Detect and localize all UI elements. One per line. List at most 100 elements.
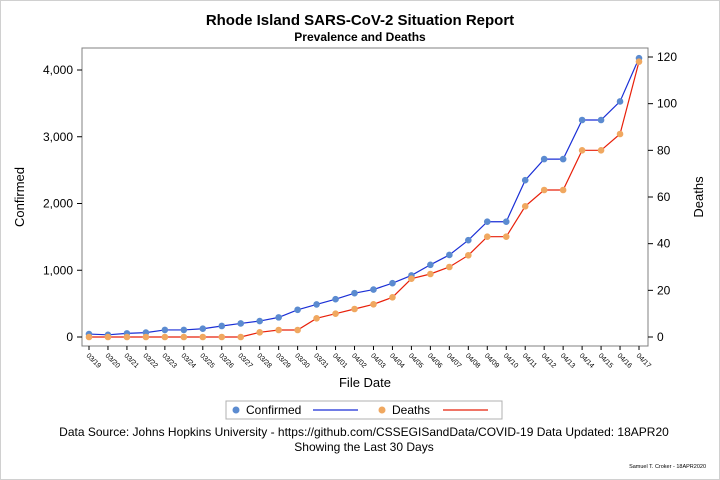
x-tick-label: 04/01 (331, 352, 348, 369)
x-tick-label: 04/14 (578, 352, 595, 369)
data-point-deaths (332, 310, 339, 317)
x-tick-label: 04/11 (521, 352, 538, 369)
right-tick-label: 40 (657, 237, 671, 251)
data-point-deaths (161, 333, 169, 341)
data-point-confirmed (465, 236, 472, 244)
legend-label-deaths: Deaths (392, 403, 430, 417)
x-tick-label: 04/12 (540, 352, 557, 369)
right-tick-label: 80 (657, 143, 671, 157)
left-tick-label: 4,000 (43, 63, 73, 77)
series-confirmed (85, 54, 643, 339)
data-point-confirmed (446, 251, 453, 259)
right-tick-label: 0 (657, 330, 664, 344)
data-point-confirmed (559, 155, 567, 163)
data-point-deaths (142, 333, 150, 341)
data-point-confirmed (218, 322, 226, 330)
data-point-deaths (559, 186, 567, 194)
data-point-confirmed (199, 325, 207, 333)
footnote-range: Showing the Last 30 Days (294, 440, 433, 454)
data-point-deaths (616, 130, 624, 138)
data-point-confirmed (256, 317, 263, 325)
data-point-confirmed (161, 326, 169, 334)
data-point-confirmed (389, 279, 396, 287)
x-tick-label: 03/30 (293, 352, 310, 369)
x-tick-label: 04/10 (502, 352, 519, 369)
chart-subtitle: Prevalence and Deaths (294, 30, 426, 44)
data-point-confirmed (616, 98, 624, 105)
data-point-deaths (446, 263, 453, 271)
series-layer (85, 54, 643, 341)
x-tick-label: 03/20 (104, 352, 121, 369)
x-tick-label: 03/29 (274, 352, 291, 369)
data-point-deaths (502, 233, 510, 240)
data-point-deaths (237, 333, 245, 341)
legend-marker-confirmed (232, 406, 240, 414)
chart-title: Rhode Island SARS-CoV-2 Situation Report (206, 12, 514, 29)
y-axis-label-right: Deaths (691, 176, 706, 218)
data-point-deaths (351, 305, 358, 313)
footnote-source: Data Source: Johns Hopkins University - … (59, 425, 669, 439)
right-tick-label: 120 (657, 50, 677, 64)
data-point-deaths (635, 58, 643, 65)
data-point-deaths (218, 333, 226, 341)
data-point-deaths (313, 315, 320, 322)
x-tick-label: 04/08 (464, 352, 481, 369)
legend-box (225, 400, 503, 420)
data-point-deaths (408, 275, 415, 282)
left-axis: 0 1,000 2,000 3,000 4,000 (43, 63, 82, 344)
data-point-confirmed (597, 116, 605, 124)
x-tick-label: 03/22 (141, 352, 158, 369)
x-tick-label: 04/02 (350, 352, 367, 369)
right-tick-label: 20 (657, 283, 671, 297)
x-tick-label: 04/15 (597, 352, 614, 369)
data-point-confirmed (275, 314, 282, 321)
data-point-confirmed (332, 295, 339, 303)
data-point-confirmed (483, 218, 491, 226)
left-tick-label: 0 (66, 330, 73, 344)
author-credit: Samuel T. Croker - 18APR2020 (629, 464, 706, 470)
data-point-confirmed (578, 116, 586, 124)
data-point-deaths (597, 147, 605, 154)
data-point-deaths (85, 333, 93, 341)
right-tick-label: 100 (657, 97, 677, 111)
data-point-deaths (389, 294, 396, 301)
data-point-deaths (256, 329, 263, 336)
right-tick-label: 60 (657, 190, 671, 204)
series-deaths (85, 58, 643, 341)
x-tick-label: 04/05 (407, 352, 424, 369)
x-tick-label: 03/24 (179, 352, 196, 369)
x-tick-label: 04/09 (483, 352, 500, 369)
data-point-deaths (483, 233, 491, 240)
data-point-deaths (123, 333, 131, 341)
data-point-deaths (540, 186, 548, 194)
series-line-confirmed (88, 57, 640, 336)
x-tick-label: 03/27 (236, 352, 253, 369)
data-point-confirmed (427, 261, 434, 269)
legend: Confirmed Deaths (225, 400, 503, 420)
data-point-deaths (180, 333, 188, 341)
data-point-confirmed (351, 289, 358, 297)
series-line-deaths (89, 61, 640, 338)
left-tick-label: 2,000 (43, 197, 73, 211)
x-tick-label: 04/06 (426, 352, 443, 369)
data-point-confirmed (521, 176, 529, 184)
legend-label-confirmed: Confirmed (246, 403, 301, 417)
data-point-confirmed (294, 306, 301, 314)
left-tick-label: 3,000 (43, 130, 73, 144)
x-tick-label: 04/03 (369, 352, 386, 369)
data-point-deaths (578, 147, 586, 154)
data-point-deaths (104, 333, 112, 341)
data-point-confirmed (313, 301, 320, 308)
x-axis-label: File Date (339, 375, 391, 390)
x-tick-label: 03/25 (198, 352, 215, 369)
data-point-confirmed (370, 286, 377, 293)
data-point-deaths (199, 333, 207, 341)
data-point-confirmed (502, 218, 510, 226)
x-tick-label: 04/04 (388, 352, 405, 369)
data-point-deaths (275, 326, 282, 334)
data-point-deaths (465, 252, 472, 259)
x-tick-label: 03/26 (217, 352, 234, 369)
data-point-deaths (294, 326, 301, 334)
data-point-confirmed (180, 326, 188, 334)
